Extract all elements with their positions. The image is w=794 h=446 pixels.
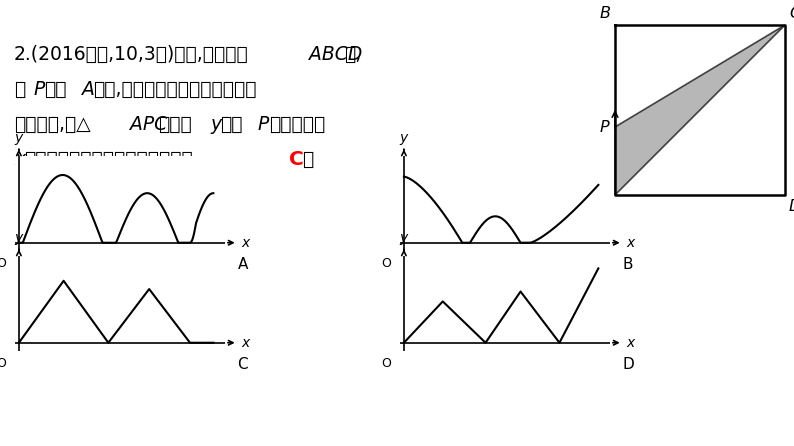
Text: O: O: [382, 357, 391, 370]
Text: P: P: [599, 120, 609, 135]
Text: ）: ）: [302, 150, 314, 169]
Polygon shape: [615, 25, 785, 195]
Text: y: y: [15, 131, 23, 145]
Text: B: B: [622, 257, 633, 272]
Text: y: y: [210, 115, 221, 134]
Text: O: O: [382, 257, 391, 270]
Text: 之间形成的函数关系图象大致是（: 之间形成的函数关系图象大致是（: [24, 150, 193, 169]
Text: y: y: [399, 231, 408, 244]
Text: 出发,沿着正方形的边顺时针方向: 出发,沿着正方形的边顺时针方向: [93, 80, 256, 99]
Text: x: x: [242, 336, 250, 350]
Text: O: O: [0, 257, 6, 270]
Text: D: D: [789, 199, 794, 214]
Text: C: C: [789, 6, 794, 21]
Text: A: A: [600, 199, 611, 214]
Text: B: B: [600, 6, 611, 21]
Text: 运动的路程: 运动的路程: [269, 115, 326, 134]
Text: 运动一周,则△: 运动一周,则△: [14, 115, 91, 134]
Text: x: x: [14, 150, 25, 169]
Text: x: x: [626, 236, 635, 250]
Text: O: O: [0, 357, 6, 370]
Text: 的面积: 的面积: [158, 115, 191, 134]
Text: y: y: [399, 131, 408, 145]
Text: C: C: [282, 150, 310, 169]
Text: ABCD: ABCD: [309, 45, 362, 64]
Text: A: A: [237, 257, 248, 272]
Text: 点: 点: [14, 80, 25, 99]
Text: 与点: 与点: [220, 115, 242, 134]
Text: APC: APC: [130, 115, 168, 134]
Text: D: D: [622, 357, 634, 372]
Text: 2.(2016广东,10,3分)如图,在正方形: 2.(2016广东,10,3分)如图,在正方形: [14, 45, 249, 64]
Text: y: y: [15, 231, 23, 244]
Text: A: A: [82, 80, 94, 99]
Text: x: x: [242, 236, 250, 250]
Text: C: C: [237, 357, 249, 372]
Text: P: P: [33, 80, 44, 99]
Text: P: P: [258, 115, 269, 134]
Text: 从点: 从点: [44, 80, 67, 99]
Text: x: x: [626, 336, 635, 350]
Text: 中,: 中,: [344, 45, 361, 64]
